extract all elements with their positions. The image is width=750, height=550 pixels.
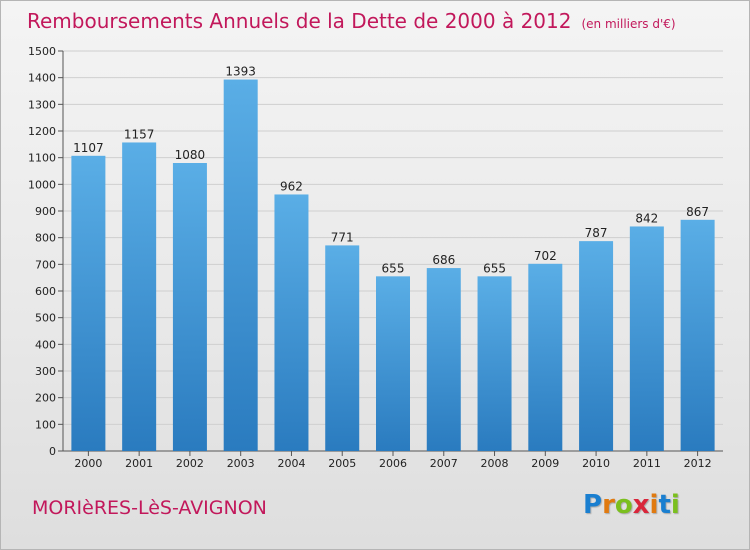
x-tick-label: 2008 [481,457,509,470]
x-tick-label: 2010 [582,457,610,470]
y-tick-label: 1000 [28,178,56,191]
bar-value-label: 771 [331,230,354,244]
y-tick-label: 100 [35,418,56,431]
y-tick-label: 1400 [28,72,56,85]
y-tick-label: 1300 [28,98,56,111]
bar-2003 [223,79,258,452]
x-tick-label: 2006 [379,457,407,470]
bar-2012 [680,219,715,451]
bar-2011 [629,226,664,451]
bar-2000 [71,155,106,452]
y-tick-label: 500 [35,312,56,325]
y-tick-label: 1500 [28,45,56,58]
bar-2005 [325,245,360,451]
bar-value-label: 787 [585,226,608,240]
y-tick-label: 0 [49,445,56,458]
y-tick-label: 700 [35,258,56,271]
chart-title-text: Remboursements Annuels de la Dette de 20… [27,9,572,33]
x-tick-label: 2002 [176,457,204,470]
y-tick-label: 200 [35,392,56,405]
bar-2006 [376,276,410,451]
bar-value-label: 702 [534,249,557,263]
bar-2007 [426,268,461,451]
y-tick-label: 300 [35,365,56,378]
bar-2009 [528,263,563,451]
x-tick-label: 2011 [633,457,661,470]
y-tick-label: 400 [35,338,56,351]
chart-title: Remboursements Annuels de la Dette de 20… [27,9,676,33]
x-tick-label: 2009 [531,457,559,470]
commune-name: MORIèRES-LèS-AVIGNON [32,497,267,519]
x-tick-label: 2003 [227,457,255,470]
bar-2002 [172,163,207,451]
x-tick-label: 2000 [74,457,102,470]
bar-2010 [579,241,614,451]
bar-value-label: 1107 [73,141,104,155]
bar-value-label: 1080 [175,148,206,162]
x-tick-label: 2005 [328,457,356,470]
y-tick-label: 800 [35,232,56,245]
bar-2001 [122,142,157,451]
proxiti-logo: Proxiti [583,490,680,520]
bar-2008 [477,276,512,451]
bar-value-label: 655 [382,261,405,275]
bar-value-label: 842 [635,211,658,225]
x-tick-label: 2001 [125,457,153,470]
y-tick-label: 1100 [28,152,56,165]
chart-unit-note: (en milliers d'€) [581,17,676,31]
bar-value-label: 655 [483,261,506,275]
bar-value-label: 867 [686,205,709,219]
y-tick-label: 1200 [28,125,56,138]
bar-2004 [274,194,309,451]
x-tick-label: 2012 [684,457,712,470]
bar-value-label: 1393 [225,65,256,79]
labels: 0 100 200 300 400 500 600 700 800 900 1000 1100 1200… [28,45,712,470]
bar-value-label: 686 [432,253,455,267]
y-tick-label: 600 [35,285,56,298]
x-tick-label: 2004 [277,457,305,470]
y-tick-label: 900 [35,205,56,218]
bar-value-label: 1157 [124,127,155,141]
bar-value-label: 962 [280,179,303,193]
x-tick-label: 2007 [430,457,458,470]
bars [71,79,715,452]
